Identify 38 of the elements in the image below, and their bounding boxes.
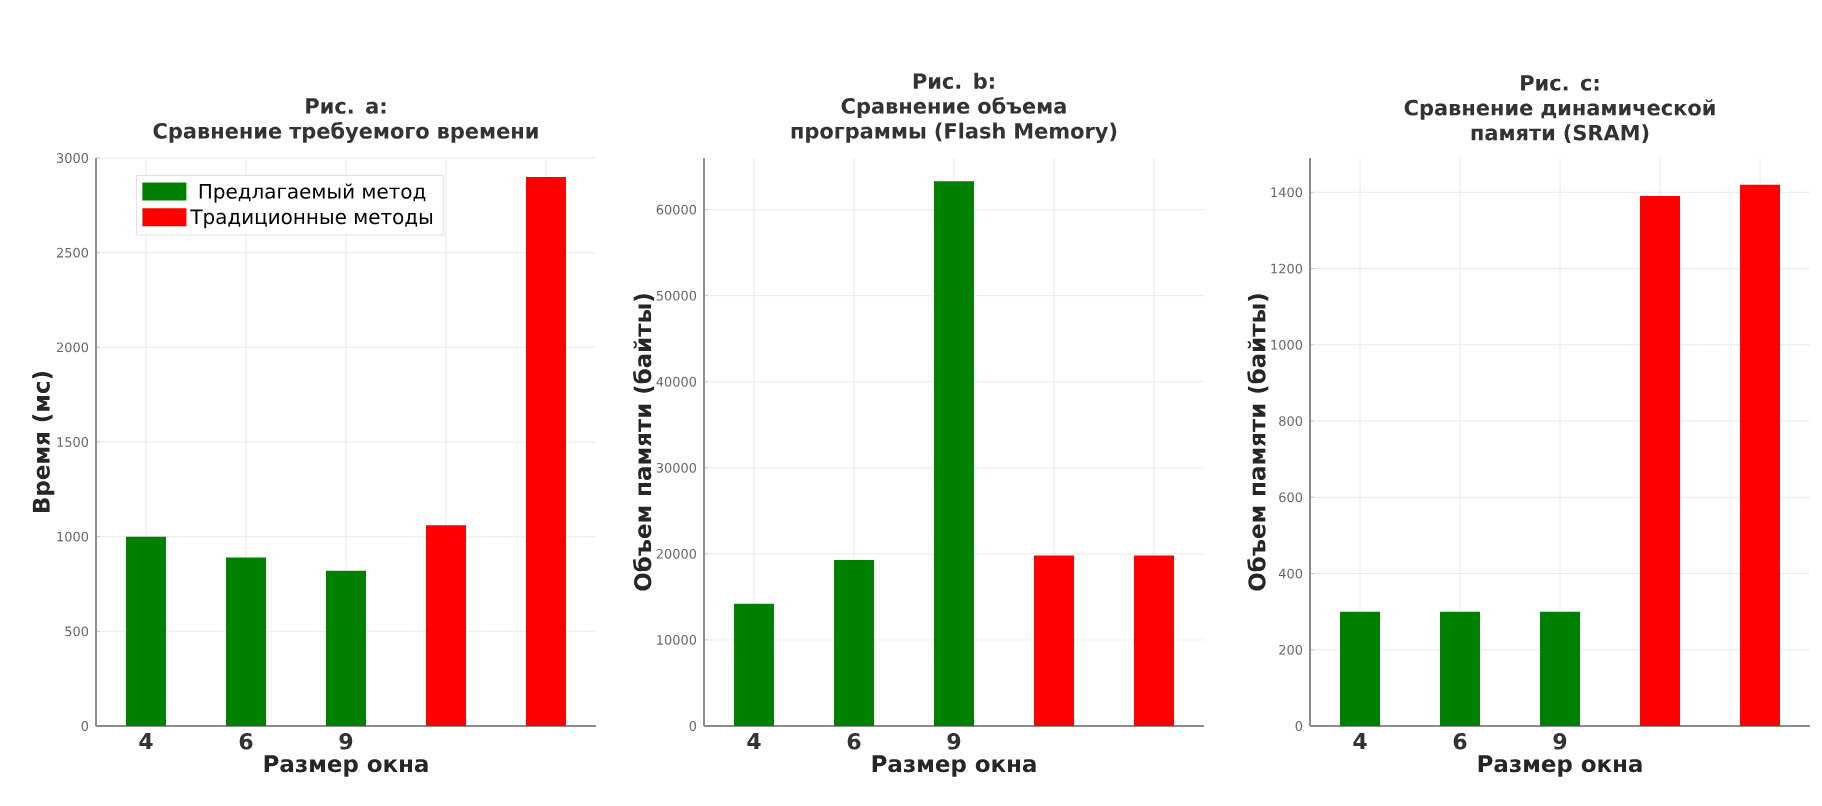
chart-title: Рис. a:	[306, 98, 386, 114]
x-axis-title: Размер окна	[264, 755, 428, 777]
legend-label: Предлагаемый метод	[199, 183, 426, 203]
x-tick-label: 9	[339, 733, 353, 750]
x-tick-label: 4	[747, 733, 761, 750]
bar	[834, 559, 875, 726]
chart-subtitle: Сравнение динамической памяти (SRAM)	[1404, 99, 1715, 143]
bar	[1134, 555, 1174, 726]
bar	[734, 603, 775, 726]
bar	[126, 536, 166, 726]
bar	[1034, 555, 1074, 726]
y-axis-title: Объем памяти (байты)	[1247, 294, 1269, 591]
x-axis-title: Размер окна	[872, 755, 1036, 777]
bar	[425, 525, 466, 726]
chart-title: Рис. b:	[913, 72, 994, 89]
bar	[1640, 196, 1681, 726]
x-tick-label: 4	[139, 733, 153, 750]
y-axis-title: Время (мс)	[32, 371, 55, 512]
bar	[525, 176, 566, 726]
bar	[1740, 184, 1781, 726]
bar	[1340, 611, 1381, 726]
x-axis-title: Размер окна	[1478, 755, 1642, 777]
x-tick-label: 9	[1553, 733, 1567, 750]
x-tick-label: 6	[1453, 733, 1467, 750]
legend-label: Традиционные методы	[190, 209, 433, 229]
x-tick-label: 6	[847, 733, 861, 750]
bar	[226, 557, 266, 726]
chart-subtitle: Сравнение требуемого времени	[153, 121, 538, 143]
bar	[1540, 611, 1581, 726]
bar	[934, 181, 975, 726]
x-tick-label: 9	[947, 733, 961, 750]
x-tick-label: 6	[239, 733, 253, 750]
x-tick-label: 4	[1353, 733, 1367, 750]
y-axis-title: Объем памяти (байты)	[632, 294, 655, 591]
bar	[1440, 611, 1481, 726]
chart-subtitle: Сравнение объема программы (Flash Memory)	[791, 97, 1117, 143]
bar	[326, 570, 366, 726]
chart-title: Рис. c:	[1521, 75, 1599, 91]
